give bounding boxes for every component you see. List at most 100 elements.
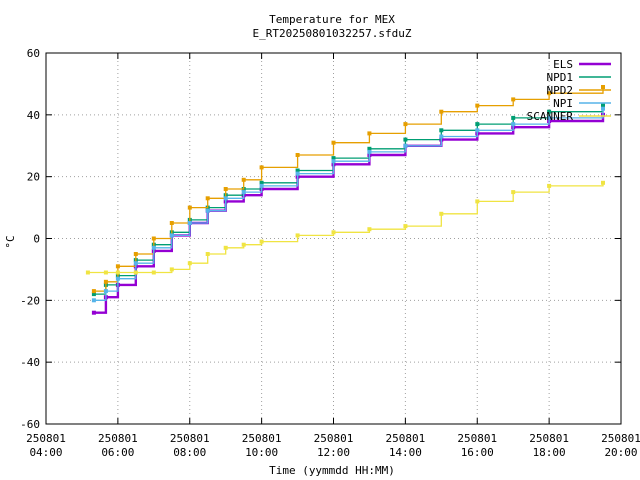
x-tick-time-label: 16:00 (461, 446, 494, 459)
data-point-npi (115, 276, 120, 281)
x-tick-date-label: 250801 (386, 432, 426, 445)
data-point-npd2 (259, 165, 264, 170)
x-tick-time-label: 04:00 (29, 446, 62, 459)
data-point-npd1 (367, 146, 372, 151)
data-point-scanner (85, 270, 90, 275)
data-point-scanner (601, 180, 605, 185)
x-tick-time-label: 18:00 (533, 446, 566, 459)
data-point-scanner (367, 227, 372, 232)
x-tick-time-label: 12:00 (317, 446, 350, 459)
data-point-npd2 (511, 97, 516, 102)
data-point-scanner (241, 242, 246, 247)
x-axis-label: Time (yymmdd HH:MM) (269, 464, 395, 477)
data-point-npi (205, 208, 210, 213)
data-point-npd2 (601, 85, 605, 89)
data-point-npd2 (205, 196, 210, 201)
data-point-npd2 (187, 205, 192, 210)
data-point-npd2 (331, 140, 336, 145)
data-point-npi (547, 115, 552, 120)
data-point-scanner (151, 270, 156, 275)
data-point-npd2 (403, 122, 408, 127)
data-point-npd1 (511, 115, 516, 120)
data-point-npd1 (295, 168, 300, 173)
y-tick-label: 0 (33, 233, 40, 246)
y-tick-label: -40 (20, 356, 40, 369)
data-point-npi (439, 134, 444, 139)
grid-layer (46, 53, 621, 424)
data-point-npi (367, 149, 372, 154)
series-line-npi (93, 108, 604, 301)
data-point-npi (91, 298, 96, 303)
series-layer (85, 85, 605, 315)
x-tick-time-label: 06:00 (101, 446, 134, 459)
data-point-npd2 (439, 109, 444, 114)
data-point-npd1 (601, 103, 605, 108)
data-point-scanner (439, 211, 444, 216)
data-point-npd1 (259, 180, 264, 185)
x-tick-date-label: 250801 (457, 432, 497, 445)
data-point-npd2 (151, 236, 156, 241)
data-point-npd2 (295, 153, 300, 157)
data-point-npi (295, 171, 300, 176)
data-point-npd1 (91, 292, 96, 297)
data-point-npd1 (439, 128, 444, 133)
data-point-npi (259, 183, 264, 188)
y-tick-label: 20 (27, 171, 40, 184)
x-tick-time-label: 08:00 (173, 446, 206, 459)
data-point-scanner (223, 245, 228, 250)
y-tick-label: -20 (20, 294, 40, 307)
data-point-npd2 (103, 279, 108, 284)
data-point-npi (187, 221, 192, 225)
data-point-npd2 (169, 221, 174, 225)
y-axis-label: °C (4, 235, 17, 248)
data-point-npi (151, 245, 156, 250)
data-point-scanner (331, 230, 336, 235)
data-point-npd2 (241, 177, 246, 182)
x-tick-time-label: 10:00 (245, 446, 278, 459)
data-point-npd1 (331, 156, 336, 161)
data-point-npd1 (403, 137, 408, 142)
data-point-npi (169, 233, 174, 238)
data-point-npi (601, 106, 605, 111)
series-line-els (93, 114, 605, 314)
y-tick-label: 40 (27, 109, 40, 122)
chart-title: Temperature for MEX (269, 13, 395, 26)
ticks-layer: -60-40-20020406025080104:0025080106:0025… (20, 47, 640, 459)
legend-label-scanner: SCANNER (527, 110, 574, 123)
x-tick-time-label: 14:00 (389, 446, 422, 459)
data-point-npi (511, 122, 516, 127)
data-point-scanner (475, 199, 480, 204)
data-point-scanner (187, 261, 192, 266)
legend-label-npd2: NPD2 (547, 84, 574, 97)
data-point-npd2 (91, 289, 96, 294)
x-tick-date-label: 250801 (242, 432, 282, 445)
data-point-npd1 (475, 122, 480, 127)
data-point-npd2 (547, 91, 552, 96)
data-point-scanner (295, 233, 300, 238)
y-tick-label: 60 (27, 47, 40, 60)
data-point-npd2 (367, 131, 372, 136)
data-point-npi (403, 143, 408, 148)
x-tick-date-label: 250801 (529, 432, 569, 445)
data-point-npd2 (115, 264, 120, 269)
data-point-scanner (169, 267, 174, 272)
data-point-scanner (205, 252, 210, 256)
x-tick-time-label: 20:00 (604, 446, 637, 459)
data-point-npd1 (547, 109, 552, 114)
data-point-npi (223, 196, 228, 201)
data-point-scanner (103, 270, 108, 275)
x-tick-date-label: 250801 (98, 432, 138, 445)
data-point-scanner (403, 224, 408, 229)
data-point-scanner (511, 190, 516, 195)
data-point-npd2 (133, 252, 138, 256)
data-point-npi (103, 289, 108, 294)
series-line-npd2 (93, 87, 604, 292)
legend-label-npd1: NPD1 (547, 71, 574, 84)
x-tick-date-label: 250801 (314, 432, 354, 445)
data-point-npd2 (475, 103, 480, 108)
series-line-scanner (87, 182, 604, 274)
data-point-els (91, 310, 96, 315)
x-tick-date-label: 250801 (170, 432, 210, 445)
data-point-npi (331, 159, 336, 164)
data-point-scanner (115, 270, 120, 275)
